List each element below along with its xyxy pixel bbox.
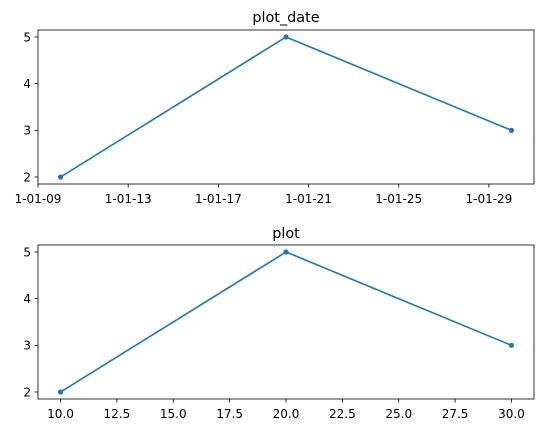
- y-tick-label: 4: [23, 292, 31, 306]
- y-tick-label: 3: [23, 339, 31, 353]
- y-tick-label: 3: [23, 124, 31, 138]
- x-tick-label: 1-01-13: [105, 192, 152, 206]
- y-tick-label: 2: [23, 385, 31, 399]
- chart-title: plot_date: [252, 10, 319, 26]
- plot-date-chart: plot_date 1-01-09 1-01-13 1-01-17 1-01-21 1-…: [15, 10, 535, 206]
- axes-frame: [37, 29, 535, 185]
- data-point: [508, 342, 515, 348]
- data-point: [283, 249, 289, 255]
- data-point: [508, 127, 515, 133]
- y-tick-label: 5: [23, 30, 31, 44]
- plot-chart: plot 10.0 12.5 15.0 17.5 20.0 22.5 25.0 27.5 30.…: [23, 226, 535, 421]
- y-tick-label: 5: [23, 245, 31, 259]
- x-tick-label: 20.0: [273, 407, 300, 421]
- x-tick-label: 22.5: [329, 407, 356, 421]
- x-tick-label: 1-01-25: [375, 192, 422, 206]
- x-tick-label: 17.5: [216, 407, 243, 421]
- x-tick-label: 25.0: [385, 407, 412, 421]
- x-tick-label: 30.0: [498, 407, 525, 421]
- x-tick-label: 10.0: [47, 407, 74, 421]
- x-tick-label: 1-01-17: [195, 192, 242, 206]
- x-tick-label: 1-01-21: [285, 192, 332, 206]
- x-tick-label: 12.5: [104, 407, 131, 421]
- data-point: [283, 34, 289, 40]
- y-tick-label: 4: [23, 77, 31, 91]
- x-tick-label: 15.0: [160, 407, 187, 421]
- x-tick-label: 1-01-29: [465, 192, 512, 206]
- y-tick-label: 2: [23, 170, 31, 184]
- chart-title: plot: [272, 226, 300, 242]
- data-point: [57, 174, 64, 180]
- x-tick-label: 27.5: [442, 407, 469, 421]
- data-point: [57, 389, 64, 395]
- plot-area: 10.0 12.5 15.0 17.5 20.0 22.5 25.0 27.5 30.0 2 3 4 5: [23, 244, 535, 421]
- plot-area: 1-01-09 1-01-13 1-01-17 1-01-21 1-01-25 1-01-…: [15, 29, 535, 206]
- x-tick-label: 1-01-09: [15, 192, 62, 206]
